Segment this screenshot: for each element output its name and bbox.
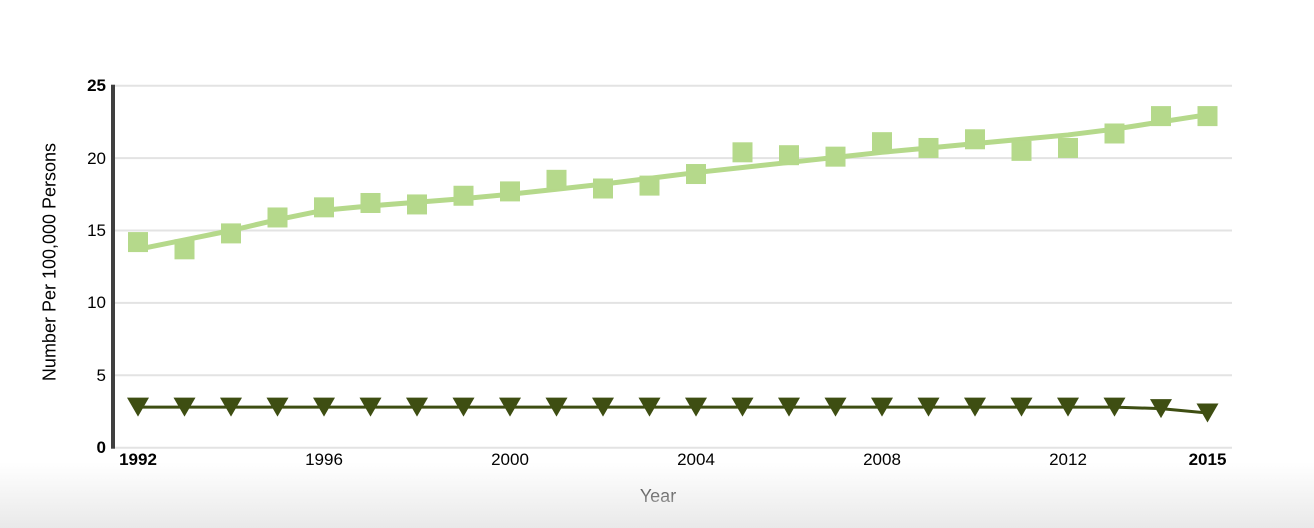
triangle-down-marker <box>499 397 521 417</box>
x-tick-label-2008: 2008 <box>863 450 901 469</box>
square-marker <box>1197 106 1218 127</box>
triangle-down-marker <box>638 397 661 417</box>
square-marker <box>546 169 567 190</box>
square-marker <box>732 142 753 163</box>
triangle-down-marker <box>917 397 940 417</box>
triangle-down-marker <box>1150 399 1172 419</box>
y-axis-line <box>111 84 115 449</box>
triangle-down-marker <box>871 397 893 417</box>
x-tick-label-2012: 2012 <box>1049 450 1087 469</box>
square-marker <box>593 178 613 199</box>
square-marker <box>825 146 846 167</box>
y-tick-label-20: 20 <box>87 148 106 168</box>
square-marker <box>1058 137 1078 158</box>
x-tick-label-2004: 2004 <box>677 450 715 469</box>
square-marker <box>1104 123 1125 144</box>
square-marker <box>1011 140 1032 161</box>
y-tick-label-0: 0 <box>96 438 106 458</box>
x-tick-label-1992: 1992 <box>119 450 157 469</box>
square-marker <box>267 207 288 228</box>
triangle-down-marker <box>545 397 568 417</box>
x-tick-label-2015: 2015 <box>1188 450 1227 469</box>
triangle-down-marker <box>1103 397 1126 417</box>
square-marker <box>407 194 427 215</box>
square-marker <box>779 145 799 166</box>
square-marker <box>314 197 334 218</box>
triangle-down-marker <box>127 397 149 417</box>
triangle-down-marker <box>1196 403 1219 423</box>
y-tick-label-15: 15 <box>87 221 106 240</box>
triangle-down-marker <box>1057 397 1079 417</box>
square-marker <box>918 137 939 158</box>
trend-line <box>135 112 1210 252</box>
triangle-down-marker <box>313 397 335 417</box>
triangle-down-marker <box>592 397 614 417</box>
square-marker <box>453 185 474 206</box>
triangle-down-marker <box>173 397 196 417</box>
y-tick-label-10: 10 <box>87 293 106 313</box>
triangle-down-marker <box>731 397 754 417</box>
x-tick-label-2000: 2000 <box>491 450 529 469</box>
triangle-down-marker <box>1010 397 1033 417</box>
triangle-down-marker <box>359 397 382 417</box>
triangle-down-marker <box>220 397 242 417</box>
triangle-down-marker <box>266 397 289 417</box>
square-marker <box>872 132 892 153</box>
square-marker <box>174 239 195 260</box>
y-tick-label-5: 5 <box>96 365 106 385</box>
x-axis-title: Year <box>639 486 677 506</box>
square-marker <box>639 175 660 196</box>
square-marker <box>686 164 706 185</box>
triangle-down-marker <box>778 397 800 417</box>
triangle-down-marker <box>406 397 428 417</box>
square-marker <box>128 232 148 253</box>
square-marker <box>221 223 241 244</box>
series2-line <box>138 405 1208 415</box>
square-marker <box>965 129 985 150</box>
square-marker <box>500 181 520 202</box>
triangle-down-marker <box>685 397 707 417</box>
x-tick-label-1996: 1996 <box>305 450 343 469</box>
triangle-down-marker <box>964 397 986 417</box>
square-marker <box>360 192 381 213</box>
y-tick-label-25: 25 <box>87 76 106 96</box>
square-marker <box>1151 106 1171 127</box>
triangle-down-marker <box>824 397 847 417</box>
triangle-down-marker <box>452 397 475 417</box>
